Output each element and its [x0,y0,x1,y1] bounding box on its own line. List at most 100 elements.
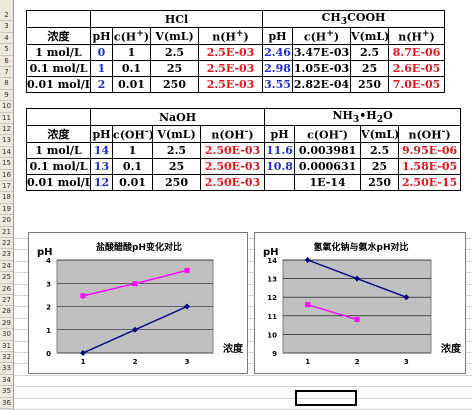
header-c-h[interactable]: c(H+) [112,27,151,46]
volume-cell[interactable]: 250 [350,76,390,94]
ph-cell[interactable]: 11.6 [264,142,296,160]
header-n-oh[interactable]: n(OH-) [199,125,266,144]
header-n-h[interactable]: n(H+) [388,27,446,46]
ph-cell[interactable]: 10.8 [264,158,296,176]
header-volume[interactable]: V(mL) [360,125,400,144]
row-number[interactable]: 35 [0,386,13,398]
concentration-cell[interactable]: 0.01 mol/L [26,174,91,192]
n-cell[interactable]: 2.6E-05 [388,60,446,78]
row-number[interactable]: 12 [0,124,13,136]
acid-ph-chart[interactable]: 0 1 2 3 4 1 2 3 pH 盐酸醋酸pH变化对比 浓度 [28,232,248,374]
row-number[interactable]: 25 [0,272,13,284]
c-cell[interactable]: 1 [112,142,153,160]
c-cell[interactable]: 0.000631 [294,158,362,176]
row-number[interactable]: 19 [0,204,13,216]
base-ph-chart[interactable]: 9 10 11 12 13 14 1 2 3 pH 氢氧化钠与氨水pH对比 浓度 [254,232,466,374]
hcl-title[interactable]: HCl [89,9,264,29]
header-ph[interactable]: pH [90,27,113,46]
row-number[interactable]: 2 [0,10,13,22]
ph-cell[interactable]: 2.98 [262,60,294,78]
volume-cell[interactable]: 25 [150,60,199,78]
header-n-oh[interactable]: n(OH-) [398,125,462,144]
row-number[interactable]: 26 [0,284,13,295]
blank-cell[interactable] [26,107,91,127]
row-number[interactable]: 27 [0,295,13,307]
header-volume[interactable]: V(mL) [152,125,201,144]
header-c-oh[interactable]: c(OH-) [294,125,362,144]
row-number[interactable]: 13 [0,135,13,147]
row-number[interactable]: 7 [0,67,13,79]
c-cell[interactable]: 1 [112,44,151,62]
volume-cell[interactable]: 2.5 [360,142,400,160]
volume-cell[interactable]: 25 [360,158,400,176]
header-volume[interactable]: V(mL) [350,27,390,46]
row-number[interactable]: 17 [0,181,13,193]
header-ph[interactable]: pH [262,27,294,46]
row-number[interactable]: 11 [0,113,13,124]
ph-cell[interactable]: 0 [90,44,113,62]
ph-cell[interactable] [264,174,296,192]
c-cell[interactable]: 0.1 [112,60,151,78]
ph-cell[interactable]: 1 [90,60,113,78]
n-cell[interactable]: 2.5E-03 [197,44,264,62]
row-number[interactable]: 20 [0,215,13,227]
blank-cell[interactable] [26,9,91,29]
volume-cell[interactable]: 25 [152,158,201,176]
row-number[interactable]: 32 [0,352,13,364]
c-cell[interactable]: 0.1 [112,158,153,176]
volume-cell[interactable]: 250 [150,76,199,94]
header-concentration[interactable]: 浓度 [26,27,91,46]
volume-cell[interactable]: 250 [152,174,201,192]
c-cell[interactable]: 1.05E-03 [292,60,352,78]
ph-cell[interactable]: 13 [90,158,113,176]
row-number[interactable]: 4 [0,33,13,45]
row-number[interactable]: 29 [0,318,13,330]
ph-cell[interactable]: 12 [90,174,113,192]
row-number[interactable]: 16 [0,170,13,181]
n-cell[interactable]: 7.0E-05 [388,76,446,94]
row-number[interactable]: 34 [0,375,13,387]
row-number[interactable]: 8 [0,78,13,90]
ph-cell[interactable]: 2 [90,76,113,94]
row-number[interactable]: 15 [0,158,13,170]
volume-cell[interactable]: 2.5 [150,44,199,62]
volume-cell[interactable]: 250 [360,174,400,192]
n-cell[interactable]: 9.95E-06 [398,142,462,160]
row-number[interactable]: 33 [0,363,13,375]
header-n-h[interactable]: n(H+) [197,27,264,46]
row-number[interactable]: 6 [0,56,13,67]
row-number[interactable]: 28 [0,306,13,318]
row-number[interactable]: 36 [0,398,13,409]
n-cell[interactable]: 8.7E-06 [388,44,446,62]
n-cell[interactable]: 1.58E-05 [398,158,462,176]
header-c-oh[interactable]: c(OH-) [112,125,153,144]
row-number[interactable]: 14 [0,147,13,159]
row-number[interactable]: 23 [0,249,13,261]
row-number[interactable]: 31 [0,341,13,352]
row-number[interactable]: 21 [0,227,13,238]
acetic-acid-title[interactable]: CH3COOH [262,9,446,29]
ph-cell[interactable]: 2.46 [262,44,294,62]
concentration-cell[interactable]: 0.01 mol/L [26,76,91,94]
ph-cell[interactable]: 3.55 [262,76,294,94]
concentration-cell[interactable]: 1 mol/L [26,44,91,62]
header-concentration[interactable]: 浓度 [26,125,91,144]
header-volume[interactable]: V(mL) [150,27,199,46]
row-number[interactable]: 3 [0,21,13,33]
volume-cell[interactable]: 2.5 [152,142,201,160]
naoh-title[interactable]: NaOH [89,107,266,127]
c-cell[interactable]: 3.47E-03 [292,44,352,62]
c-cell[interactable]: 1E-14 [294,174,362,192]
header-ph[interactable]: pH [90,125,113,144]
n-cell[interactable]: 2.50E-03 [199,142,266,160]
n-cell[interactable]: 2.50E-15 [398,174,462,192]
row-number[interactable]: 24 [0,261,13,273]
row-number[interactable]: 9 [0,90,13,102]
selected-cell[interactable] [295,390,357,406]
concentration-cell[interactable]: 0.1 mol/L [26,60,91,78]
c-cell[interactable]: 0.003981 [294,142,362,160]
row-number[interactable]: 18 [0,192,13,204]
c-cell[interactable]: 0.01 [112,76,151,94]
row-number[interactable]: 5 [0,44,13,56]
c-cell[interactable]: 0.01 [112,174,153,192]
